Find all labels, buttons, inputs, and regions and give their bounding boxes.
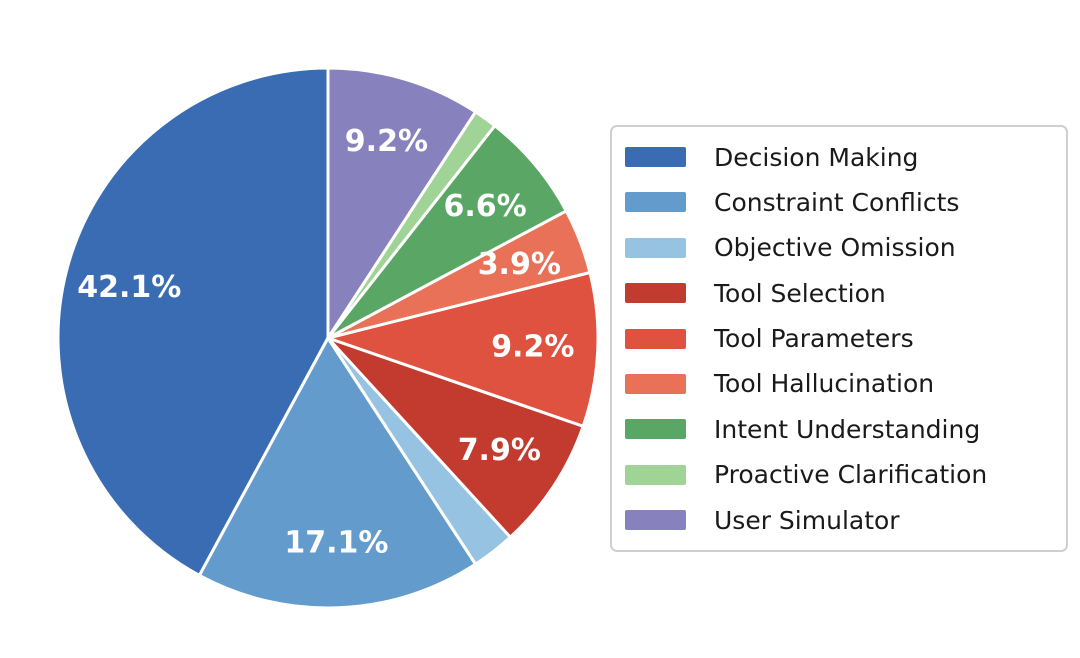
legend-swatch-constraint-conflicts bbox=[625, 192, 686, 213]
pct-label-constraint-conflicts: 17.1% bbox=[284, 525, 388, 560]
legend-label: Proactive Clarification bbox=[714, 460, 988, 490]
pct-label-intent-understanding: 6.6% bbox=[443, 189, 526, 224]
pct-label-user-simulator: 9.2% bbox=[345, 124, 428, 159]
legend-swatch-tool-parameters bbox=[625, 328, 686, 349]
legend-label: Intent Understanding bbox=[714, 414, 981, 444]
pct-label-tool-hallucination: 3.9% bbox=[478, 247, 561, 282]
legend-label: Objective Omission bbox=[714, 233, 956, 263]
legend-item-user-simulator: User Simulator bbox=[625, 498, 1056, 542]
pct-label-decision-making: 42.1% bbox=[77, 270, 181, 305]
pct-label-tool-parameters: 9.2% bbox=[491, 330, 574, 365]
legend-swatch-objective-omission bbox=[625, 237, 686, 258]
pct-label-tool-selection: 7.9% bbox=[458, 433, 541, 468]
legend-label: Decision Making bbox=[714, 142, 919, 172]
legend-label: Tool Selection bbox=[714, 278, 886, 308]
pie-slice-tool-selection bbox=[326, 336, 585, 539]
legend-swatch-tool-hallucination bbox=[625, 373, 686, 394]
legend-swatch-user-simulator bbox=[625, 510, 686, 530]
pie-slice-constraint-conflicts bbox=[197, 336, 478, 610]
legend: Decision Making Constraint Conflicts Objec… bbox=[610, 125, 1068, 552]
legend-label: Tool Parameters bbox=[714, 324, 914, 353]
legend-item-proactive-clarification: Proactive Clarification bbox=[625, 453, 1056, 497]
legend-swatch-proactive-clarification bbox=[625, 464, 686, 485]
legend-item-constraint-conflicts: Constraint Conflicts bbox=[625, 180, 1056, 224]
legend-swatch-tool-selection bbox=[625, 283, 686, 304]
pie-slice-tool-parameters bbox=[326, 271, 600, 428]
legend-swatch-decision-making bbox=[625, 147, 686, 167]
legend-item-tool-selection: Tool Selection bbox=[625, 271, 1056, 315]
legend-label: Tool Hallucination bbox=[714, 369, 935, 399]
pie-slice-decision-making bbox=[56, 66, 330, 577]
legend-item-tool-hallucination: Tool Hallucination bbox=[625, 362, 1056, 406]
legend-label: User Simulator bbox=[714, 505, 900, 535]
legend-swatch-intent-understanding bbox=[625, 419, 686, 440]
legend-label: Constraint Conflicts bbox=[714, 187, 960, 217]
legend-item-objective-omission: Objective Omission bbox=[625, 226, 1056, 270]
pie-slice-intent-understanding bbox=[326, 124, 568, 340]
legend-item-tool-parameters: Tool Parameters bbox=[625, 317, 1056, 361]
legend-item-decision-making: Decision Making bbox=[625, 135, 1056, 179]
legend-item-intent-understanding: Intent Understanding bbox=[625, 407, 1056, 451]
pie-slice-user-simulator bbox=[326, 66, 478, 340]
